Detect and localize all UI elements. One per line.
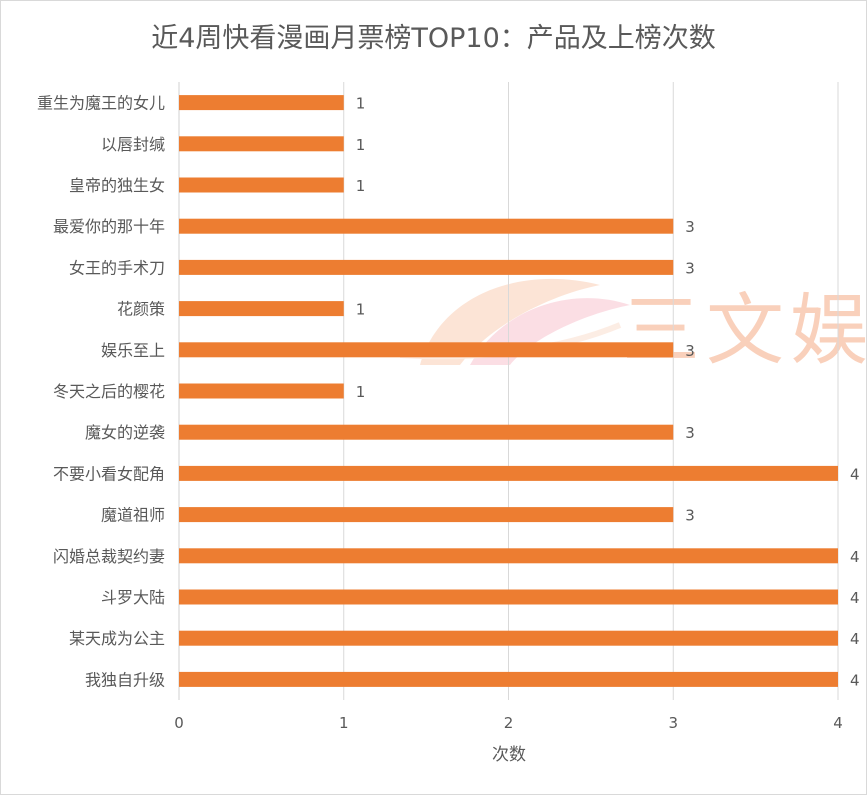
bar [179,177,344,193]
data-label: 3 [685,218,695,236]
data-labels: 1 1 1 3 3 1 3 1 3 4 3 4 4 4 4 [356,95,860,690]
x-tick-label: 4 [833,714,843,732]
bar [179,507,674,523]
category-label: 娱乐至上 [101,341,165,360]
bar [179,136,344,152]
watermark-text: 三文娱 [622,286,867,376]
data-label: 3 [685,424,695,442]
x-axis-ticks: 0 1 2 3 4 [174,714,843,732]
bar [179,259,674,275]
bar [179,671,838,687]
bar [179,589,838,605]
category-label: 闪婚总裁契约妻 [53,547,165,566]
category-label: 冬天之后的樱花 [53,382,165,401]
data-label: 4 [850,548,860,566]
category-label: 魔女的逆袭 [85,423,165,442]
data-label: 3 [685,342,695,360]
category-label: 女王的手术刀 [69,258,165,277]
bar [179,218,674,234]
bar [179,424,674,440]
bar [179,342,674,358]
data-label: 4 [850,465,860,483]
data-label: 1 [356,383,366,401]
data-label: 4 [850,589,860,607]
category-label: 斗罗大陆 [101,588,165,607]
category-label: 重生为魔王的女儿 [37,94,165,113]
x-tick-label: 3 [668,714,678,732]
category-label: 花颜策 [117,300,165,319]
data-label: 4 [850,630,860,648]
bar [179,95,344,111]
x-tick-label: 0 [174,714,184,732]
bar [179,383,344,399]
category-label: 最爱你的那十年 [53,217,165,236]
x-tick-label: 2 [504,714,514,732]
data-label: 1 [356,177,366,195]
data-label: 1 [356,301,366,319]
data-label: 3 [685,507,695,525]
data-label: 1 [356,136,366,154]
category-label: 以唇封缄 [101,135,165,154]
category-label: 不要小看女配角 [53,464,165,483]
bars [179,95,838,687]
category-labels: 重生为魔王的女儿以唇封缄皇帝的独生女最爱你的那十年女王的手术刀花颜策娱乐至上冬天… [37,94,165,690]
category-label: 皇帝的独生女 [69,176,165,195]
data-label: 4 [850,671,860,689]
x-tick-label: 1 [339,714,349,732]
data-label: 1 [356,95,366,113]
bar [179,301,344,317]
category-label: 魔道祖师 [101,506,165,525]
data-label: 3 [685,259,695,277]
bar [179,465,838,481]
bar [179,630,838,646]
bar [179,548,838,564]
chart-title: 近4周快看漫画月票榜TOP10：产品及上榜次数 [151,23,716,54]
x-axis-title: 次数 [492,745,526,765]
category-label: 某天成为公主 [69,629,165,648]
category-label: 我独自升级 [85,670,165,689]
